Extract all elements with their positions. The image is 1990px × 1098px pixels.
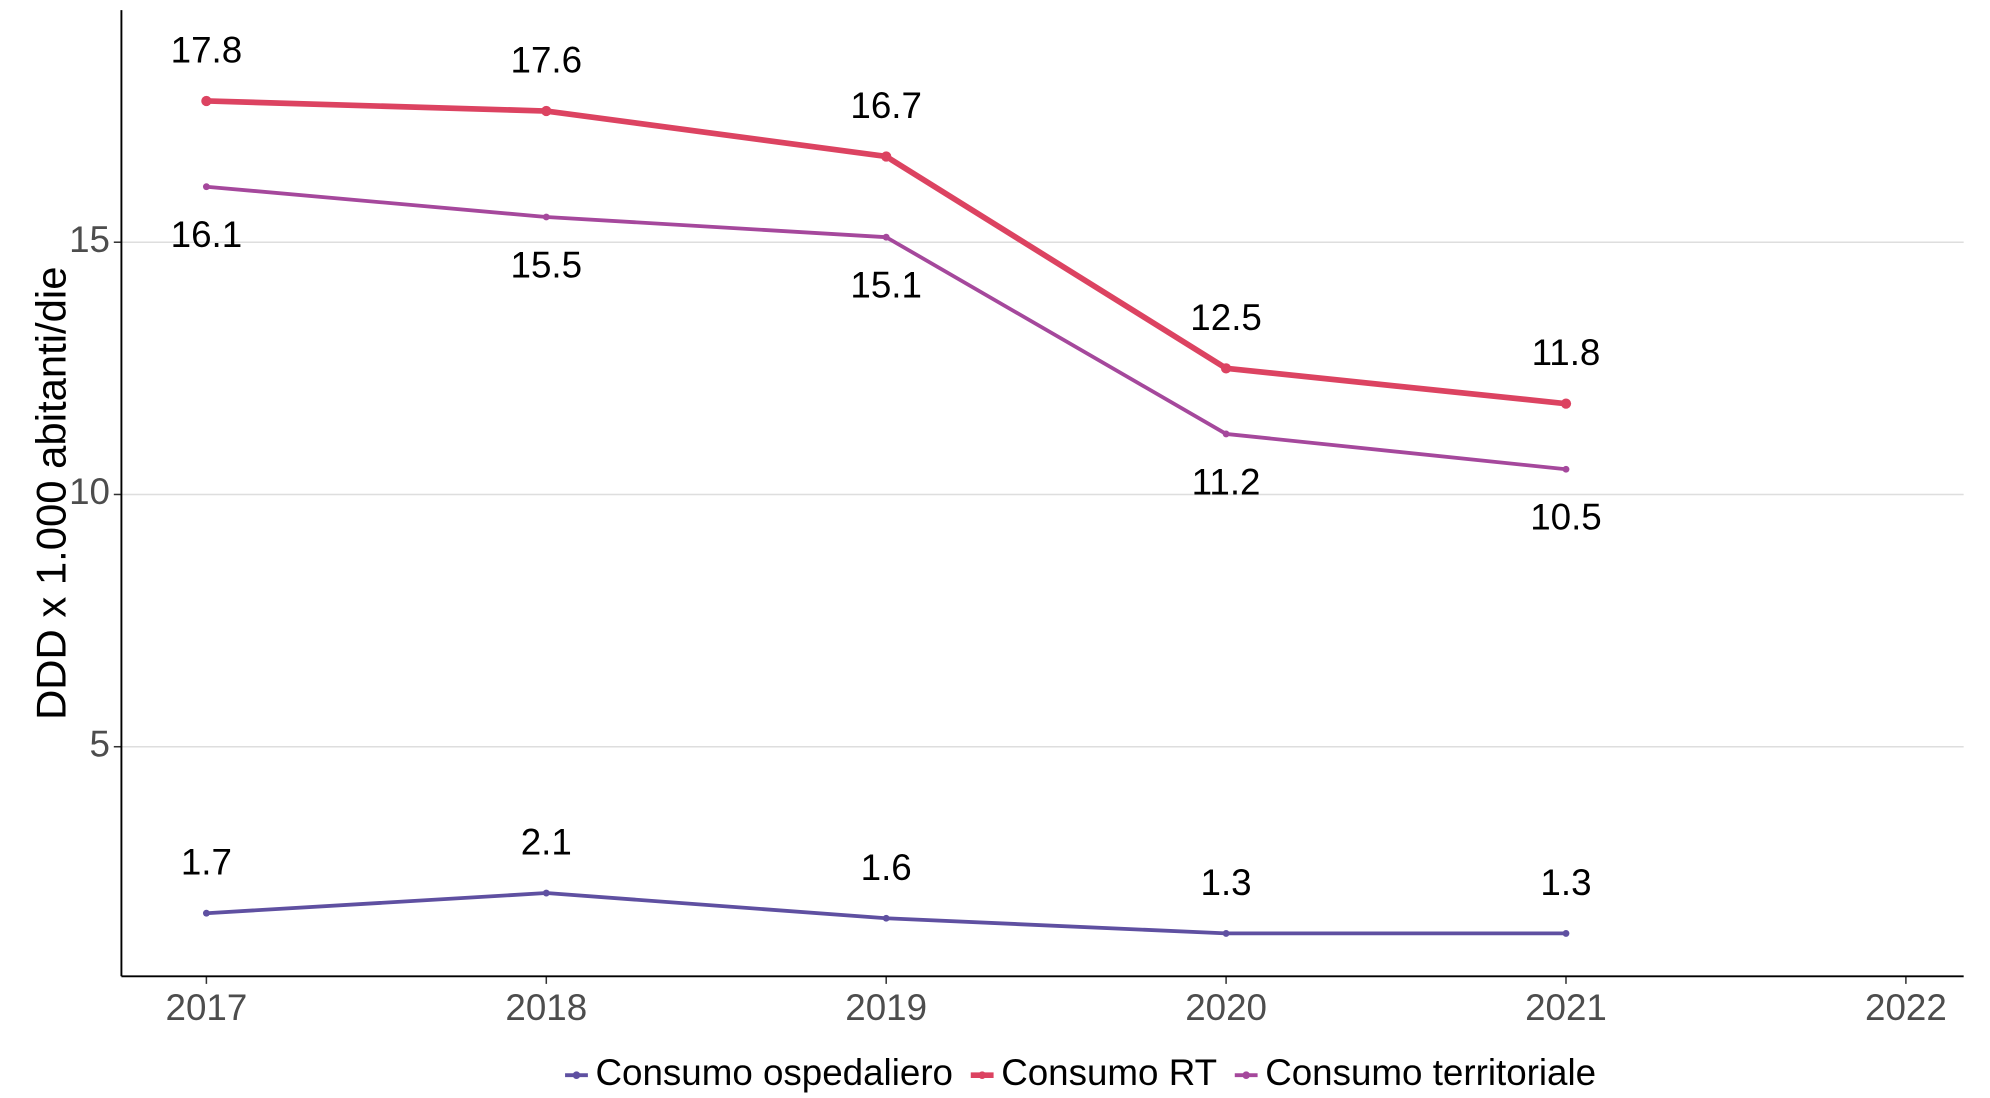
value-label: 11.8: [1532, 332, 1601, 373]
y-tick-label: 15: [69, 219, 110, 260]
value-label: 16.1: [171, 214, 243, 255]
y-axis-title: DDD x 1.000 abitanti/die: [27, 267, 74, 720]
series-point: [881, 151, 892, 162]
x-tick-label: 2018: [505, 987, 587, 1028]
y-tick-label: 5: [90, 723, 110, 764]
legend-label: Consumo territoriale: [1265, 1052, 1596, 1093]
series-point: [1560, 398, 1572, 409]
x-tick-label: 2022: [1865, 987, 1947, 1028]
value-label: 17.8: [171, 29, 243, 70]
legend: Consumo ospedaliero Consumo RT Consumo ter…: [565, 1052, 1596, 1093]
legend-swatch-point: [1242, 1071, 1250, 1079]
value-label: 1.6: [861, 847, 912, 888]
value-label: 11.2: [1192, 461, 1261, 502]
series-point: [1222, 929, 1230, 937]
series-point: [542, 889, 550, 897]
series-point: [1562, 465, 1570, 473]
series-point: [1222, 430, 1230, 438]
legend-swatch-point: [572, 1071, 581, 1079]
series-line: [206, 891, 1566, 936]
value-label: 16.7: [850, 85, 922, 126]
series-point: [1562, 929, 1570, 937]
x-tick-label: 2020: [1185, 987, 1267, 1028]
x-tick-label: 2021: [1525, 987, 1607, 1028]
legend-label: Consumo RT: [1001, 1052, 1217, 1093]
value-label: 15.1: [850, 265, 922, 306]
value-label: 1.7: [181, 842, 232, 883]
series-point: [202, 909, 210, 917]
series-point: [541, 105, 552, 117]
series-line: [206, 184, 1567, 472]
legend-swatch-point: [978, 1071, 986, 1079]
series-point: [882, 914, 890, 922]
y-tick-label: 10: [69, 471, 110, 512]
value-label: 1.3: [1201, 862, 1252, 903]
series-point: [882, 233, 890, 241]
value-label: 12.5: [1190, 297, 1262, 338]
legend-label: Consumo ospedaliero: [596, 1052, 954, 1093]
x-tick-label: 2019: [845, 987, 927, 1028]
value-label: 10.5: [1530, 497, 1602, 538]
series-line: [206, 98, 1567, 407]
series-point: [201, 95, 212, 107]
value-label: 1.3: [1540, 862, 1591, 903]
series-point: [202, 183, 210, 191]
value-label: 15.5: [511, 244, 583, 285]
value-label: 17.6: [511, 40, 583, 81]
series-point: [1220, 363, 1232, 374]
value-label: 2.1: [521, 822, 572, 863]
x-tick-label: 2017: [166, 987, 248, 1028]
series-point: [542, 213, 550, 221]
